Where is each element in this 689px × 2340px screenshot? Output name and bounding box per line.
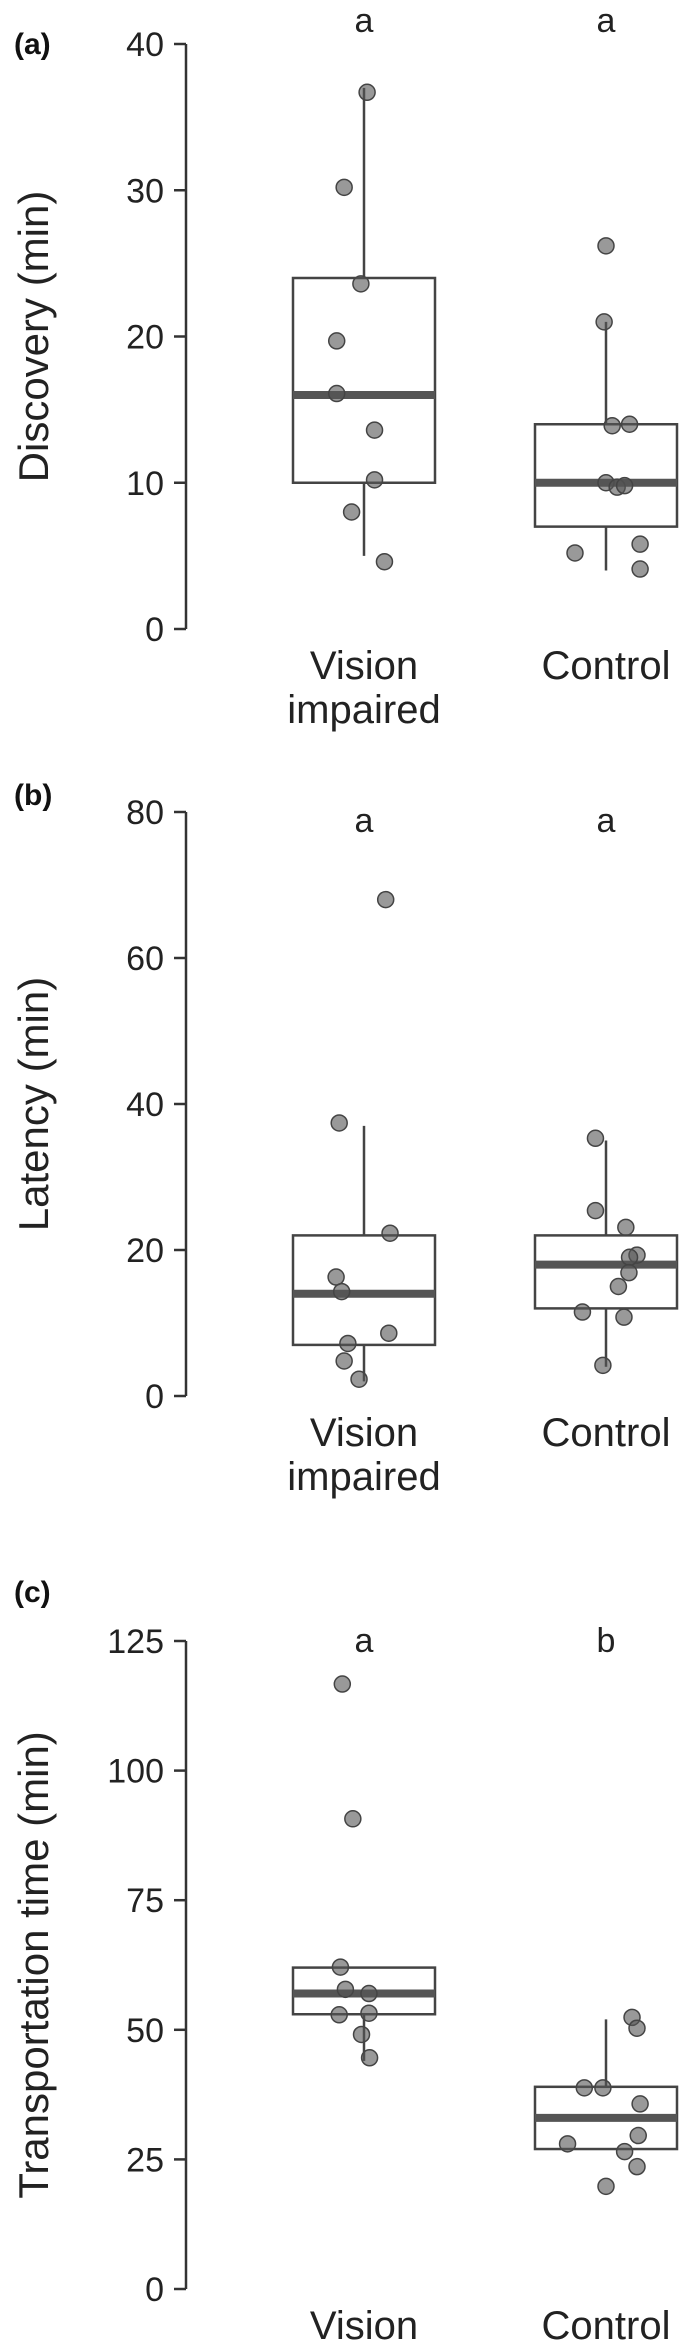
y-axis-title: Latency (min) — [10, 977, 57, 1231]
data-point — [332, 1282, 351, 1301]
data-point — [628, 2019, 646, 2037]
data-point — [629, 2126, 647, 2145]
panel-label: (a) — [14, 28, 51, 61]
y-tick-label: 100 — [107, 1753, 164, 1791]
box-vision-impaired — [291, 1125, 437, 1382]
significance-letter: a — [355, 1622, 374, 1660]
data-point — [350, 1370, 368, 1388]
data-point — [339, 1334, 357, 1353]
box-vision-impaired — [291, 87, 437, 556]
x-category-label: Vision — [310, 2304, 418, 2340]
y-tick-label: 50 — [126, 2012, 164, 2050]
y-tick-label: 30 — [126, 172, 164, 210]
panel-label: (c) — [14, 1576, 51, 1609]
data-point — [335, 178, 353, 197]
significance-letter: a — [355, 2, 374, 40]
x-category-label: Vision — [310, 644, 418, 688]
data-point — [609, 1277, 628, 1296]
panel-label: (b) — [14, 779, 52, 812]
data-point — [327, 384, 346, 403]
data-point — [327, 332, 346, 350]
y-tick-label: 40 — [126, 1086, 164, 1124]
data-point — [594, 1356, 612, 1375]
panel-3: (c) 0 25 50 75 100 125 Transportation time (min… — [10, 1576, 679, 2340]
y-tick-label: 20 — [126, 319, 164, 357]
significance-letter: b — [597, 1622, 616, 1660]
data-point — [381, 1224, 399, 1242]
data-point — [597, 2177, 615, 2196]
significance-letter: a — [355, 802, 374, 840]
data-point — [360, 1984, 378, 2003]
y-axis-title: Transportation time (min) — [10, 1731, 57, 2199]
data-point — [628, 2157, 646, 2176]
data-point — [573, 1303, 592, 1321]
data-point — [330, 2006, 348, 2024]
y-tick-label: 25 — [126, 2141, 164, 2179]
data-point — [352, 2025, 371, 2044]
data-point — [558, 2135, 577, 2153]
data-point — [603, 416, 621, 435]
data-point — [631, 2095, 649, 2113]
x-category-label: impaired — [287, 1455, 440, 1499]
data-point — [615, 1308, 633, 1326]
significance-letter: a — [597, 2, 616, 40]
box-control — [533, 321, 679, 571]
y-tick-label: 20 — [126, 1232, 164, 1270]
y-tick-label: 0 — [145, 2271, 164, 2309]
data-point — [631, 535, 649, 553]
data-point — [620, 1263, 638, 1282]
data-point — [380, 1324, 398, 1342]
y-tick-label: 10 — [126, 465, 164, 503]
data-point — [620, 415, 639, 433]
y-tick-label: 60 — [126, 940, 164, 978]
data-point — [375, 552, 394, 571]
y-tick-label: 80 — [126, 794, 164, 832]
x-category-label: Vision — [310, 1411, 418, 1455]
y-tick-label: 0 — [145, 1378, 164, 1416]
panel-1: (a) 0 10 20 30 40 Discovery (min) a a Visionimpai… — [10, 2, 679, 732]
panel-2: (b) 0 20 40 60 80 Latency (min) a a Visionimpaire… — [10, 779, 679, 1499]
y-tick-label: 40 — [126, 26, 164, 64]
x-category-label: impaired — [287, 688, 440, 732]
data-point — [327, 1268, 345, 1286]
y-axis-title: Discovery (min) — [10, 191, 57, 483]
data-point — [594, 2079, 612, 2097]
data-point — [344, 1810, 362, 1828]
y-tick-label: 0 — [145, 611, 164, 649]
data-point — [330, 1114, 348, 1132]
y-tick-label: 125 — [107, 1623, 164, 1661]
data-point — [376, 890, 395, 909]
data-point — [352, 275, 370, 293]
data-point — [575, 2079, 594, 2097]
data-point — [331, 1958, 350, 1976]
data-point — [615, 2142, 634, 2161]
y-tick-label: 75 — [126, 1882, 164, 1920]
data-point — [631, 560, 649, 578]
x-category-label: Control — [542, 2304, 671, 2340]
data-point — [615, 476, 634, 495]
box-iqr — [533, 1234, 679, 1310]
box-control — [533, 1140, 679, 1367]
box-iqr — [291, 276, 437, 484]
data-point — [358, 83, 376, 102]
data-point — [365, 421, 384, 439]
data-point — [360, 2004, 378, 2022]
significance-letter: a — [597, 802, 616, 840]
data-point — [620, 1248, 639, 1267]
data-point — [365, 471, 384, 489]
data-point — [595, 313, 613, 331]
data-point — [586, 1201, 605, 1220]
data-point — [566, 544, 584, 562]
x-category-label: Control — [542, 1411, 671, 1455]
data-point — [335, 1352, 353, 1370]
data-point — [333, 1675, 352, 1693]
data-point — [360, 2049, 379, 2067]
data-point — [336, 1980, 355, 1999]
data-point — [586, 1129, 605, 1148]
data-point — [597, 237, 615, 255]
data-point — [617, 1218, 635, 1237]
x-category-label: Control — [542, 644, 671, 688]
data-point — [342, 503, 361, 521]
